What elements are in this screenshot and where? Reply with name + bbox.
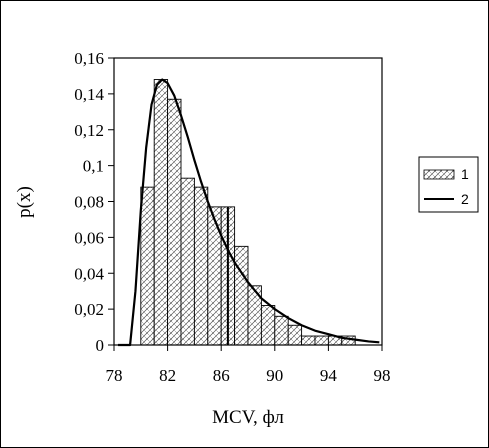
histogram-bar [140, 186, 155, 346]
y-tick-label: 0 [96, 336, 105, 355]
x-axis-title: MCV, фл [212, 407, 284, 428]
histogram-bar [287, 324, 303, 346]
legend-swatch-histogram [423, 169, 455, 180]
y-axis-title: p(x) [14, 186, 35, 218]
histogram-bar [274, 315, 289, 346]
y-tick-label: 0,16 [74, 49, 104, 68]
histogram-bar [260, 305, 276, 346]
histogram-bar [180, 177, 195, 346]
legend: 1 2 [418, 156, 479, 213]
legend-label-1: 1 [461, 166, 469, 182]
histogram-bar [207, 206, 222, 346]
x-tick-label: 86 [213, 366, 230, 385]
y-tick-label: 0,1 [83, 157, 104, 176]
x-tick-label: 98 [374, 366, 391, 385]
x-tick-label: 94 [320, 366, 338, 385]
y-tick-label: 0,12 [74, 121, 104, 140]
legend-label-2: 2 [461, 191, 469, 207]
y-tick-label: 0,06 [74, 228, 104, 247]
y-tick-label: 0,04 [74, 264, 104, 283]
legend-box [418, 156, 479, 213]
x-tick-label: 82 [159, 366, 176, 385]
x-tick-label: 78 [106, 366, 123, 385]
histogram-bar [193, 186, 209, 346]
y-axis-ticks: 0 0,02 0,04 0,06 0,08 0,1 0,12 0,14 0,16 [74, 49, 114, 355]
histogram-bar [234, 245, 249, 346]
x-tick-label: 90 [266, 366, 283, 385]
histogram-bar [314, 335, 329, 346]
y-tick-label: 0,02 [74, 300, 104, 319]
histogram-bars [140, 79, 356, 346]
x-axis-ticks: 78 82 86 90 94 98 [106, 345, 391, 385]
series-line-2 [118, 78, 380, 347]
y-tick-label: 0,08 [74, 193, 104, 212]
histogram-bar [301, 335, 316, 346]
y-tick-label: 0,14 [74, 85, 104, 104]
histogram-bar [167, 98, 182, 346]
density-curve-layer [118, 78, 380, 347]
histogram-bar [153, 79, 169, 346]
